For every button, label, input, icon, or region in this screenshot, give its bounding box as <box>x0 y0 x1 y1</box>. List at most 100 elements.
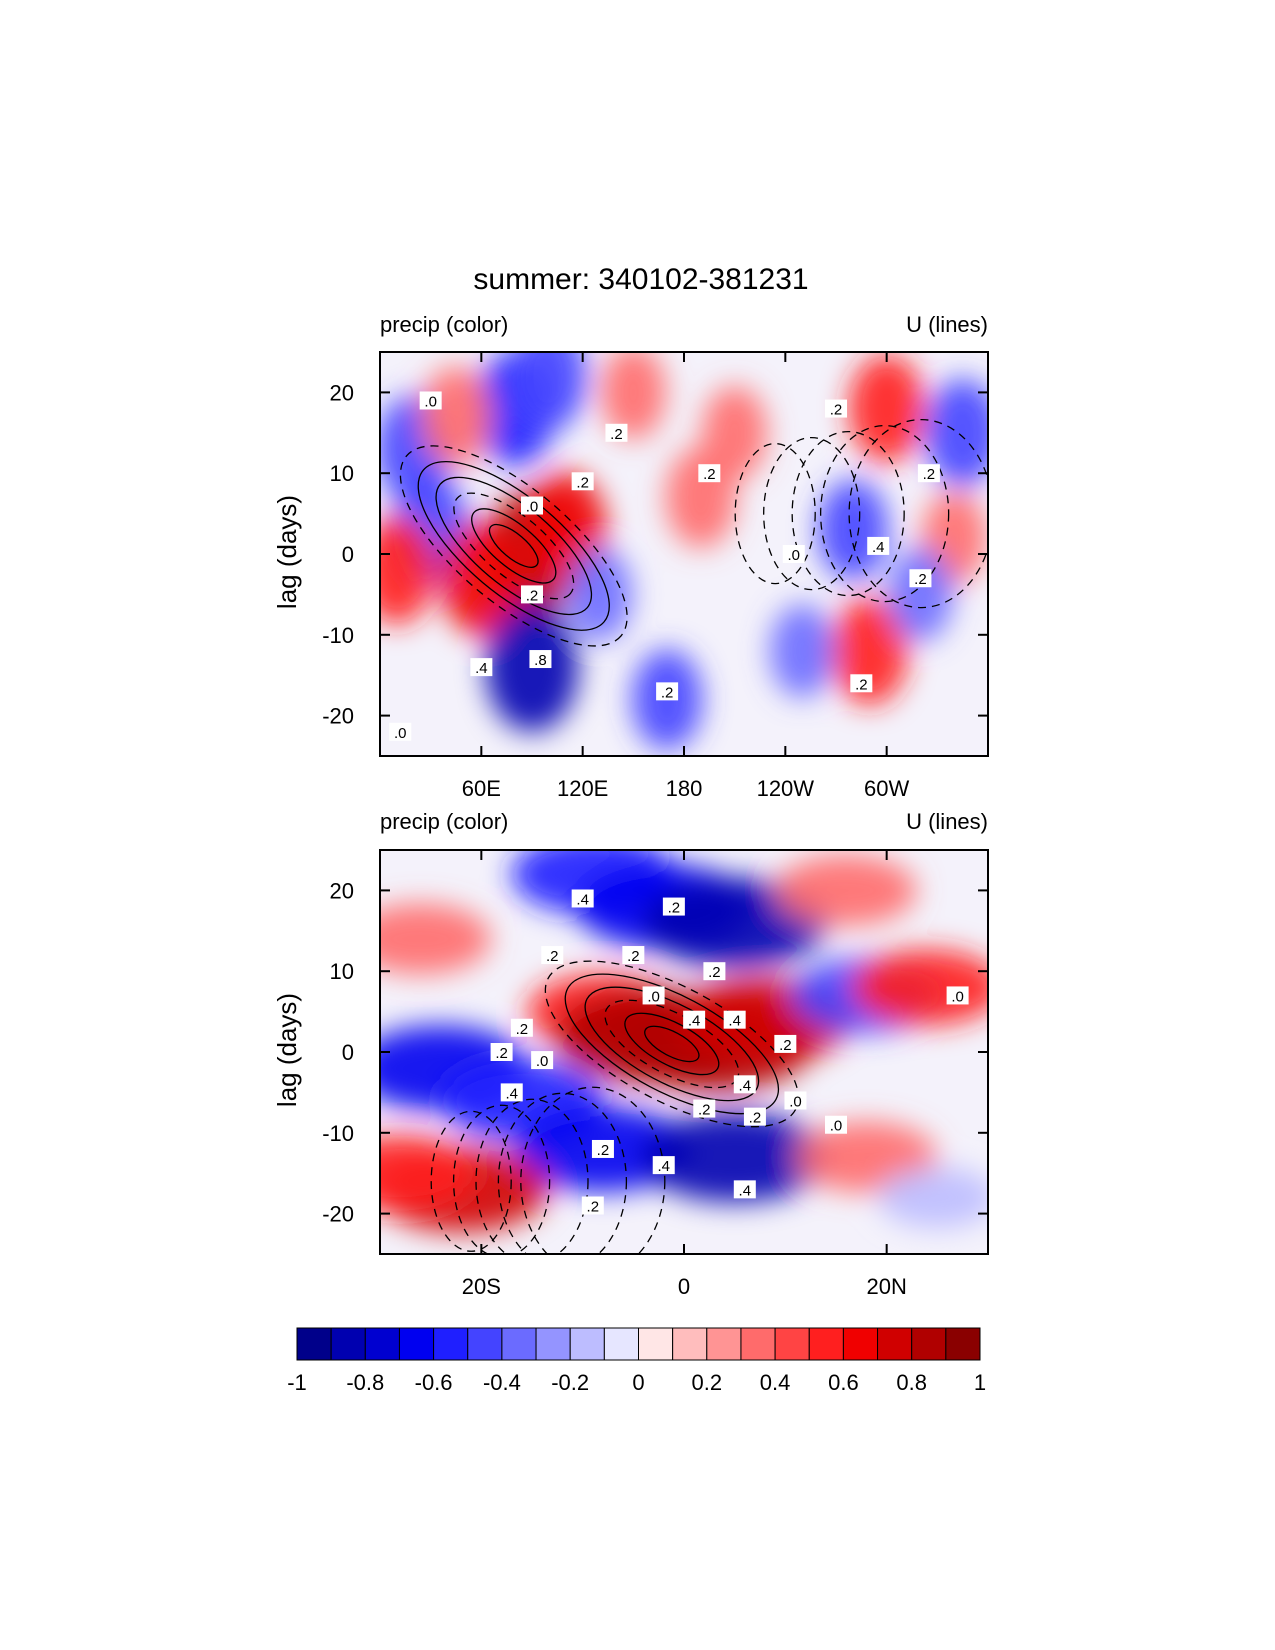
x-tick-label: 60E <box>462 776 501 801</box>
precip-anomaly-blob <box>775 855 917 926</box>
colorbar-swatch <box>433 1327 469 1361</box>
contour-label-bg <box>723 1010 746 1029</box>
contour-label-bg <box>470 658 493 677</box>
contour-label: .0 <box>789 1093 802 1110</box>
contour-label-bg <box>784 1091 807 1110</box>
precip-anomaly-blob <box>380 903 491 975</box>
u-contour-line <box>544 960 799 1128</box>
contour-label: .2 <box>830 402 843 419</box>
contour-label: .0 <box>394 725 407 742</box>
precip-anomaly-blob <box>878 1167 988 1228</box>
contour-label: .2 <box>661 684 674 701</box>
colorbar-level-label: 0.4 <box>760 1370 791 1395</box>
colorbar-swatch <box>296 1327 332 1361</box>
contour-label-bg <box>490 1043 513 1061</box>
colorbar-level-label: -0.8 <box>346 1370 384 1395</box>
contour-label-bg <box>529 650 552 669</box>
contour-label-bg <box>500 1083 523 1102</box>
contour-label-bg <box>419 391 442 410</box>
panel-latitude: precip (color) U (lines) lag (days) .4 .2… <box>272 809 989 1299</box>
contour-label-bg <box>703 962 726 981</box>
precip-anomaly-blob <box>600 352 666 440</box>
contour-label: .2 <box>610 426 623 443</box>
contour-label-bg <box>782 545 805 563</box>
contour-label: .4 <box>739 1182 752 1199</box>
u-contour-line <box>624 1012 720 1076</box>
colorbar-swatch <box>672 1327 708 1361</box>
contour-label: .2 <box>526 587 539 604</box>
y-tick-label: 20 <box>330 878 354 903</box>
contour-label: .2 <box>914 571 927 588</box>
u-contour-line <box>497 1092 628 1254</box>
colorbar-swatch <box>638 1327 674 1361</box>
precip-anomaly-blob <box>440 520 523 636</box>
precip-anomaly-blob <box>848 354 925 463</box>
u-contour-line <box>417 460 610 631</box>
colorbar-swatch <box>842 1327 879 1361</box>
u-contour-line <box>791 430 905 597</box>
contour-label-bg <box>531 1051 554 1070</box>
contour-label-bg <box>917 464 940 483</box>
contour-label: .4 <box>657 1158 670 1175</box>
y-tick-label: -10 <box>322 1121 354 1146</box>
precip-anomaly-blob <box>510 352 587 431</box>
u-contour-line <box>763 436 861 591</box>
contour-label: .2 <box>495 1045 508 1062</box>
contour-label: .2 <box>516 1021 529 1038</box>
contour-label-bg <box>541 946 564 965</box>
contour-label: .4 <box>739 1077 752 1094</box>
colorbar-level-label: -0.2 <box>551 1370 589 1395</box>
y-tick-label: 20 <box>330 380 354 405</box>
colorbar-level-label: -1 <box>287 1370 307 1395</box>
contour-label-bg <box>656 682 679 701</box>
contour-label: .4 <box>475 660 488 677</box>
colorbar-level-label: -0.4 <box>483 1370 521 1395</box>
contour-label-bg <box>850 674 873 693</box>
contour-label: .4 <box>576 891 589 908</box>
contour-label-bg <box>825 399 847 418</box>
contour-label-bg <box>389 722 412 741</box>
contour-label-bg <box>622 946 645 965</box>
precip-anomaly-blob <box>851 949 988 1026</box>
colorbar-level-label: 0.2 <box>692 1370 723 1395</box>
x-tick-label: 120W <box>757 776 815 801</box>
contour-label: .2 <box>855 676 868 693</box>
contour-label-bg <box>825 1115 847 1134</box>
colorbar-swatch <box>808 1327 844 1361</box>
contour-label-bg <box>591 1139 614 1158</box>
contour-label-bg <box>581 1196 604 1215</box>
u-contour-line <box>452 1104 551 1254</box>
precip-anomaly-blob <box>380 516 435 625</box>
colorbar-level-label: 0.6 <box>828 1370 859 1395</box>
u-contour-line <box>520 1086 666 1254</box>
y-tick-label: -10 <box>322 623 354 648</box>
colorbar-level-label: 0 <box>632 1370 644 1395</box>
contour-label: .2 <box>546 948 559 965</box>
contour-label-bg <box>571 472 594 491</box>
figure-title: summer: 340102-381231 <box>473 263 808 296</box>
u-contour-line <box>475 1098 589 1254</box>
colorbar: -1 -0.8 -0.6 -0.4 -0.2 0 0.2 0.4 0.6 0.8 1 <box>287 1327 986 1395</box>
contour-label: .0 <box>424 393 437 410</box>
colorbar-swatch <box>706 1327 742 1361</box>
panel1-right-label: U (lines) <box>906 312 988 337</box>
colorbar-level-label: -0.6 <box>415 1370 453 1395</box>
contour-label-bg <box>683 1010 706 1029</box>
contour-label: .4 <box>505 1085 518 1102</box>
contour-label: .0 <box>951 988 964 1005</box>
x-tick-label: 20N <box>866 1274 906 1299</box>
colorbar-swatch <box>330 1327 366 1361</box>
colorbar-swatch <box>877 1327 913 1361</box>
u-contour-line <box>848 418 988 609</box>
precip-anomaly-blob <box>817 479 889 581</box>
y-tick-label: 0 <box>342 1040 354 1065</box>
u-contour-line <box>430 1110 512 1252</box>
y-tick-label: -20 <box>322 704 354 729</box>
contour-label: .2 <box>779 1037 792 1054</box>
u-contour-line <box>819 424 950 603</box>
colorbar-swatch <box>945 1327 981 1361</box>
u-contour-line <box>399 445 628 647</box>
contour-label: .0 <box>536 1053 549 1070</box>
u-contour-line <box>644 1025 700 1063</box>
